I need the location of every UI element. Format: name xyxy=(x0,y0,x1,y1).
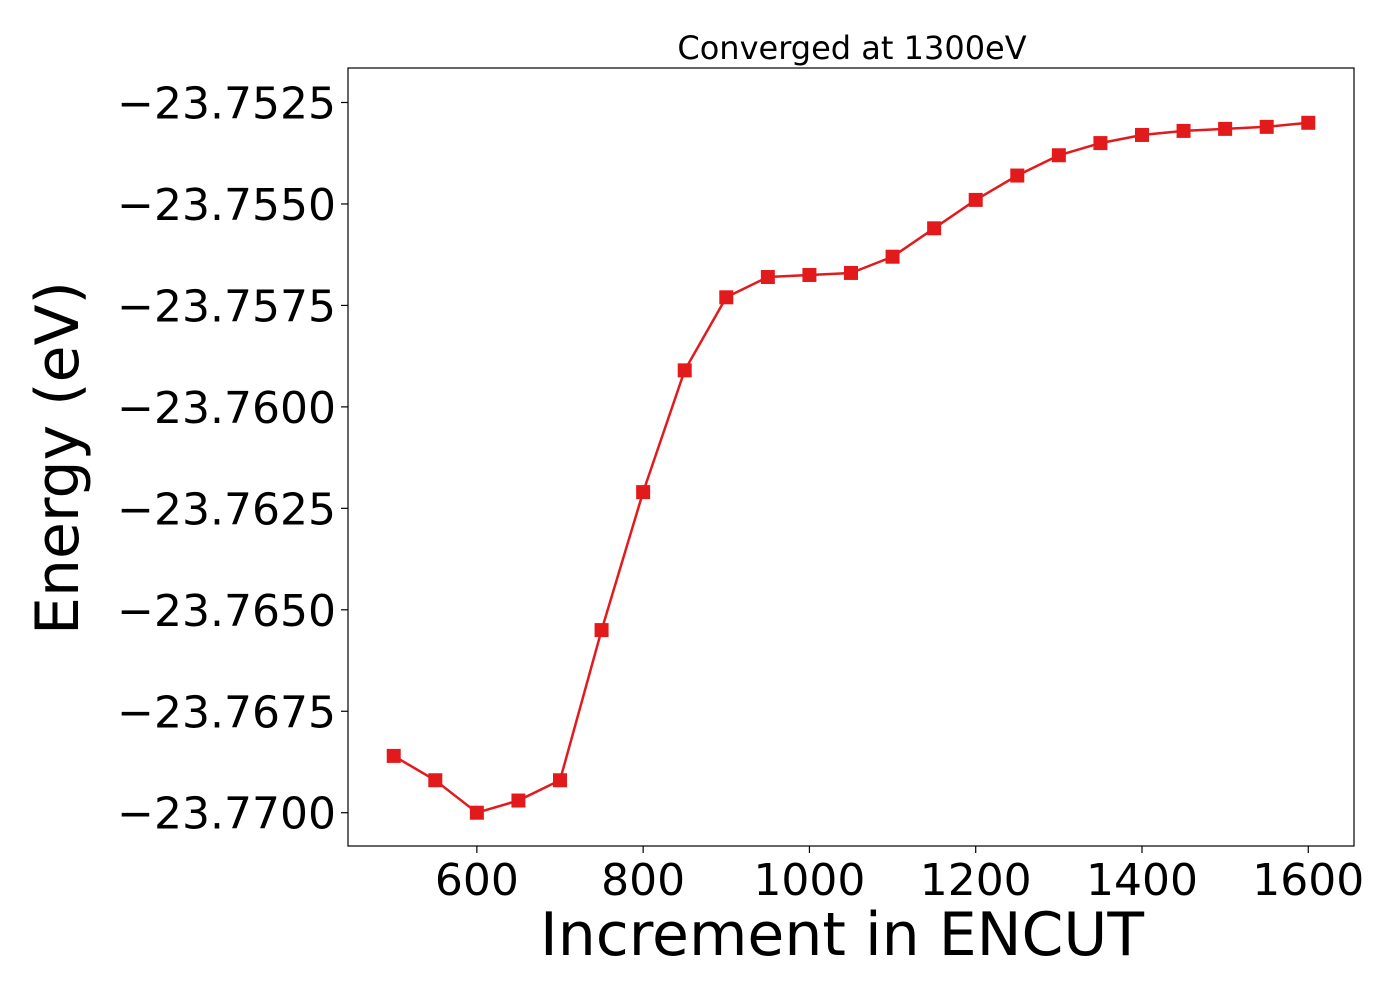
y-tick-label: −23.7700 xyxy=(117,789,336,840)
data-point xyxy=(677,363,692,378)
x-axis-label: Increment in ENCUT xyxy=(540,900,1144,970)
x-tick-label: 600 xyxy=(435,855,519,906)
x-tick-label: 1600 xyxy=(1252,855,1364,906)
data-point xyxy=(594,623,609,638)
data-point xyxy=(386,748,401,763)
data-point xyxy=(1093,136,1108,151)
x-tick-label: 1400 xyxy=(1086,855,1198,906)
y-tick-label: −23.7600 xyxy=(117,383,336,434)
data-point xyxy=(844,265,858,280)
data-point xyxy=(636,485,651,500)
x-tick-label: 1200 xyxy=(920,855,1032,906)
data-point xyxy=(469,805,484,820)
data-point xyxy=(885,249,900,264)
data-point xyxy=(802,267,817,282)
y-tick-label: −23.7550 xyxy=(117,180,336,231)
y-tick-label: −23.7575 xyxy=(117,281,336,332)
data-point xyxy=(760,270,775,285)
data-point xyxy=(968,192,983,207)
plot-area: 600 800 1000 1200 1400 1600 −23.7525 −23.7550 −2… xyxy=(117,78,1364,906)
data-point xyxy=(1051,148,1066,163)
y-axis-label: Energy (eV) xyxy=(23,281,93,635)
data-point xyxy=(927,221,942,236)
y-tick-label: −23.7650 xyxy=(117,586,336,637)
data-point xyxy=(1259,119,1274,134)
data-point xyxy=(1134,127,1149,142)
data-point xyxy=(511,793,526,808)
data-point xyxy=(1218,121,1233,136)
data-point xyxy=(553,773,568,788)
data-point xyxy=(428,773,443,788)
chart-title: Converged at 1300eV xyxy=(677,29,1026,67)
y-tick-label: −23.7675 xyxy=(117,687,336,738)
plot-frame xyxy=(347,67,1355,847)
x-tick-label: 1000 xyxy=(753,855,865,906)
y-tick-label: −23.7625 xyxy=(117,484,336,535)
data-point xyxy=(1176,123,1191,138)
data-point xyxy=(719,290,734,305)
y-tick-label: −23.7525 xyxy=(117,78,336,129)
x-tick-label: 800 xyxy=(601,855,685,906)
data-point xyxy=(1010,168,1025,183)
data-point xyxy=(1301,115,1316,130)
